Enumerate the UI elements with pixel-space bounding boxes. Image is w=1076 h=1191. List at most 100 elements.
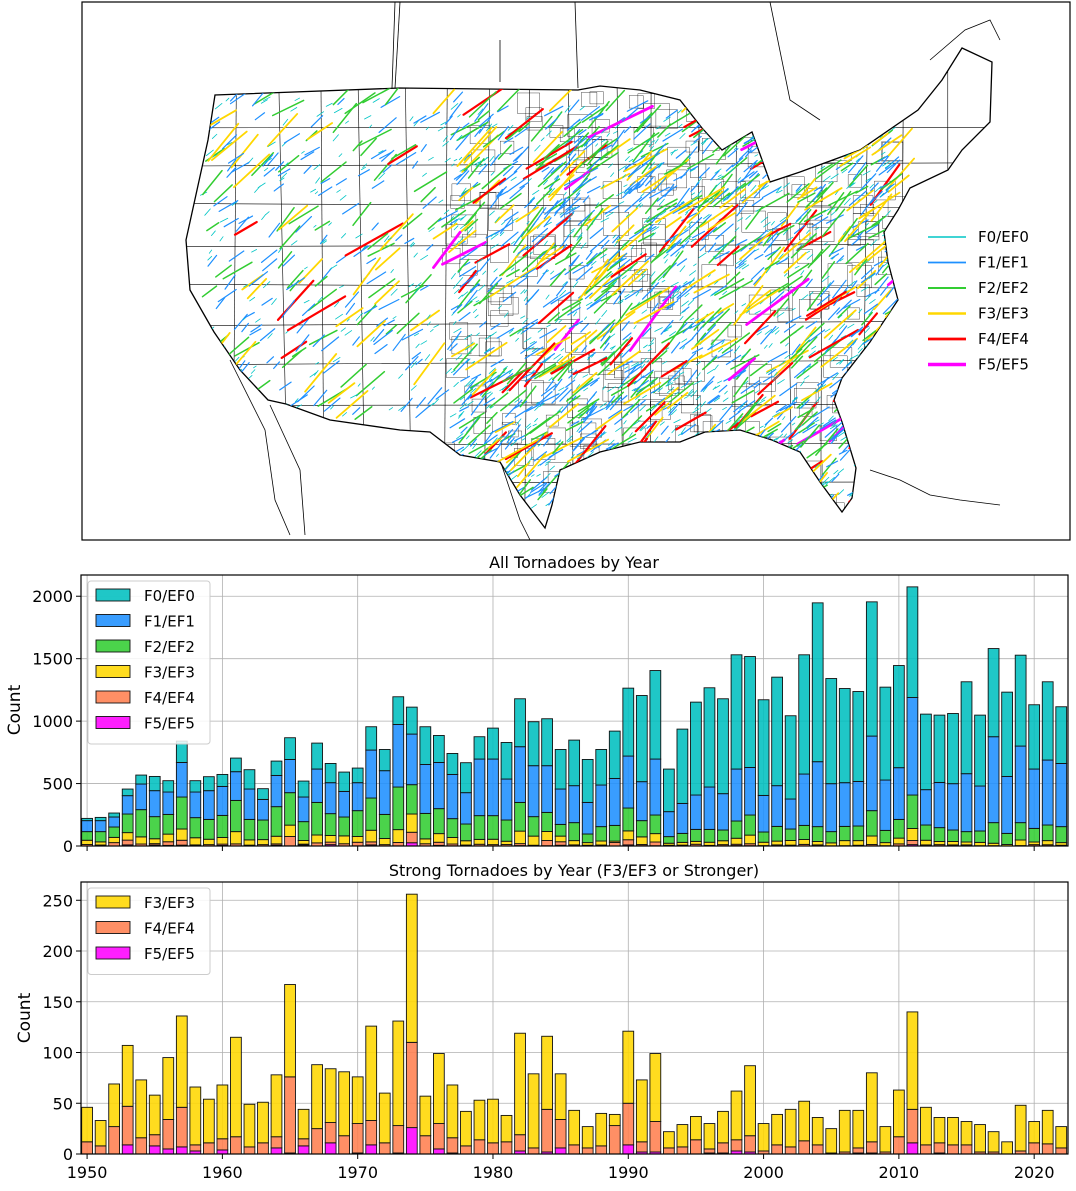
bar-f0-ef0-1986: [569, 740, 580, 786]
bar-f4-ef4-1956: [163, 1119, 174, 1148]
bar-f1-ef1-1989: [609, 778, 620, 825]
bar-f0-ef0-1997: [718, 699, 729, 794]
bar-f2-ef2-1973: [393, 787, 404, 830]
bar-f3-ef3-1967: [312, 1065, 323, 1129]
legend-label: F1/EF1: [978, 254, 1029, 272]
bar-f3-ef3-1968: [325, 1069, 336, 1123]
bar-f4-ef4-1977: [447, 1138, 458, 1153]
bar-f4-ef4-2002: [785, 1147, 796, 1154]
bar-f4-ef4-1959: [203, 1143, 214, 1154]
bar-f0-ef0-1994: [677, 729, 688, 803]
bar-f5-ef5-1957: [176, 1147, 187, 1154]
legend-label: F4/EF4: [144, 689, 195, 707]
bar-f3-ef3-1983: [528, 1074, 539, 1148]
bar-f4-ef4-1967: [312, 1129, 323, 1154]
bar-f4-ef4-1976: [433, 842, 444, 845]
y-tick-label: 1500: [32, 650, 73, 669]
bar-f0-ef0-2008: [866, 602, 877, 736]
bar-f2-ef2-1991: [636, 821, 647, 837]
strong-tornadoes-chart: Strong Tornadoes by Year (F3/EF3 or Stro…: [15, 861, 1068, 1182]
bar-f0-ef0-1974: [406, 707, 417, 734]
bar-f1-ef1-1988: [596, 785, 607, 827]
bar-f1-ef1-1952: [109, 817, 120, 827]
legend-label: F4/EF4: [144, 920, 195, 938]
bar-f3-ef3-2010: [893, 1090, 904, 1137]
bar-f4-ef4-1979: [474, 1140, 485, 1154]
bar-f2-ef2-2017: [988, 823, 999, 844]
bar-f1-ef1-1983: [528, 766, 539, 817]
bar-f1-ef1-2004: [812, 762, 823, 827]
bar-f2-ef2-2011: [907, 795, 918, 828]
bar-f2-ef2-1977: [447, 819, 458, 838]
bar-f3-ef3-1957: [176, 1016, 187, 1107]
bar-f4-ef4-2012: [921, 1145, 932, 1154]
bar-f3-ef3-1955: [149, 1095, 160, 1135]
bar-f1-ef1-1980: [488, 759, 499, 816]
bar-f3-ef3-2020: [1029, 1122, 1040, 1143]
bar-f3-ef3-1988: [596, 841, 607, 845]
bar-f4-ef4-1999: [745, 1136, 756, 1152]
chart-title: Strong Tornadoes by Year (F3/EF3 or Stro…: [389, 861, 759, 880]
bar-f2-ef2-2002: [785, 829, 796, 840]
bar-f4-ef4-2004: [812, 1145, 823, 1154]
bar-f0-ef0-2014: [948, 713, 959, 783]
bar-f2-ef2-1960: [217, 815, 228, 837]
bar-f2-ef2-1983: [528, 817, 539, 836]
y-tick-label: 2000: [32, 587, 73, 606]
bar-f3-ef3-1964: [271, 1075, 282, 1137]
x-tick-label: 1970: [337, 1163, 378, 1182]
bar-f1-ef1-2005: [826, 784, 837, 832]
bar-f1-ef1-1976: [433, 762, 444, 808]
bar-f0-ef0-1967: [312, 743, 323, 769]
bar-f3-ef3-2014: [948, 1117, 959, 1144]
bar-f3-ef3-1969: [339, 836, 350, 844]
bar-f1-ef1-2016: [975, 786, 986, 831]
bar-f1-ef1-1972: [379, 771, 390, 815]
bar-f3-ef3-2009: [880, 1127, 891, 1152]
bar-f4-ef4-1956: [163, 842, 174, 846]
bar-f3-ef3-1991: [636, 1080, 647, 1142]
legend-swatch: [96, 640, 130, 652]
bar-f3-ef3-1985: [555, 1074, 566, 1120]
bar-f4-ef4-1987: [582, 1148, 593, 1154]
bar-f4-ef4-2013: [934, 1143, 945, 1153]
bar-f0-ef0-2007: [853, 692, 864, 782]
bar-f0-ef0-1976: [433, 735, 444, 762]
bar-f3-ef3-1999: [745, 1066, 756, 1136]
bar-f4-ef4-1968: [325, 1123, 336, 1143]
legend-swatch: [96, 717, 130, 729]
bar-f2-ef2-1959: [203, 819, 214, 839]
bar-f3-ef3-2019: [1015, 840, 1026, 846]
bar-f3-ef3-1987: [582, 1127, 593, 1148]
legend-label: F5/EF5: [144, 715, 195, 733]
bar-f1-ef1-1971: [366, 750, 377, 798]
y-tick-label: 200: [42, 942, 73, 961]
bar-f1-ef1-1979: [474, 759, 485, 816]
y-tick-label: 500: [42, 775, 73, 794]
bar-f3-ef3-2008: [866, 836, 877, 844]
bar-f3-ef3-1953: [122, 833, 133, 840]
bar-f4-ef4-1998: [731, 1140, 742, 1151]
bar-f5-ef5-1985: [555, 1148, 566, 1154]
bar-f2-ef2-1953: [122, 814, 133, 833]
bar-f3-ef3-2010: [893, 838, 904, 844]
bar-f3-ef3-1951: [95, 842, 106, 845]
bar-f2-ef2-1972: [379, 814, 390, 838]
bar-f1-ef1-1984: [542, 766, 553, 813]
bar-f1-ef1-1967: [312, 769, 323, 802]
bar-f3-ef3-2012: [921, 1107, 932, 1145]
bar-f3-ef3-1950: [82, 840, 93, 844]
bar-f1-ef1-1985: [555, 789, 566, 824]
bar-f3-ef3-1960: [217, 838, 228, 845]
bar-f3-ef3-1970: [352, 1077, 363, 1124]
bar-f0-ef0-1958: [190, 781, 201, 792]
bar-f3-ef3-1990: [623, 831, 634, 840]
bar-f4-ef4-1996: [704, 1149, 715, 1153]
bar-f1-ef1-2014: [948, 784, 959, 830]
bar-f3-ef3-1976: [433, 834, 444, 843]
bar-f5-ef5-1955: [149, 1146, 160, 1154]
bar-f3-ef3-1951: [95, 1121, 106, 1146]
bar-f2-ef2-1998: [731, 821, 742, 838]
bar-f3-ef3-1991: [636, 837, 647, 845]
bar-f3-ef3-2000: [758, 1124, 769, 1151]
